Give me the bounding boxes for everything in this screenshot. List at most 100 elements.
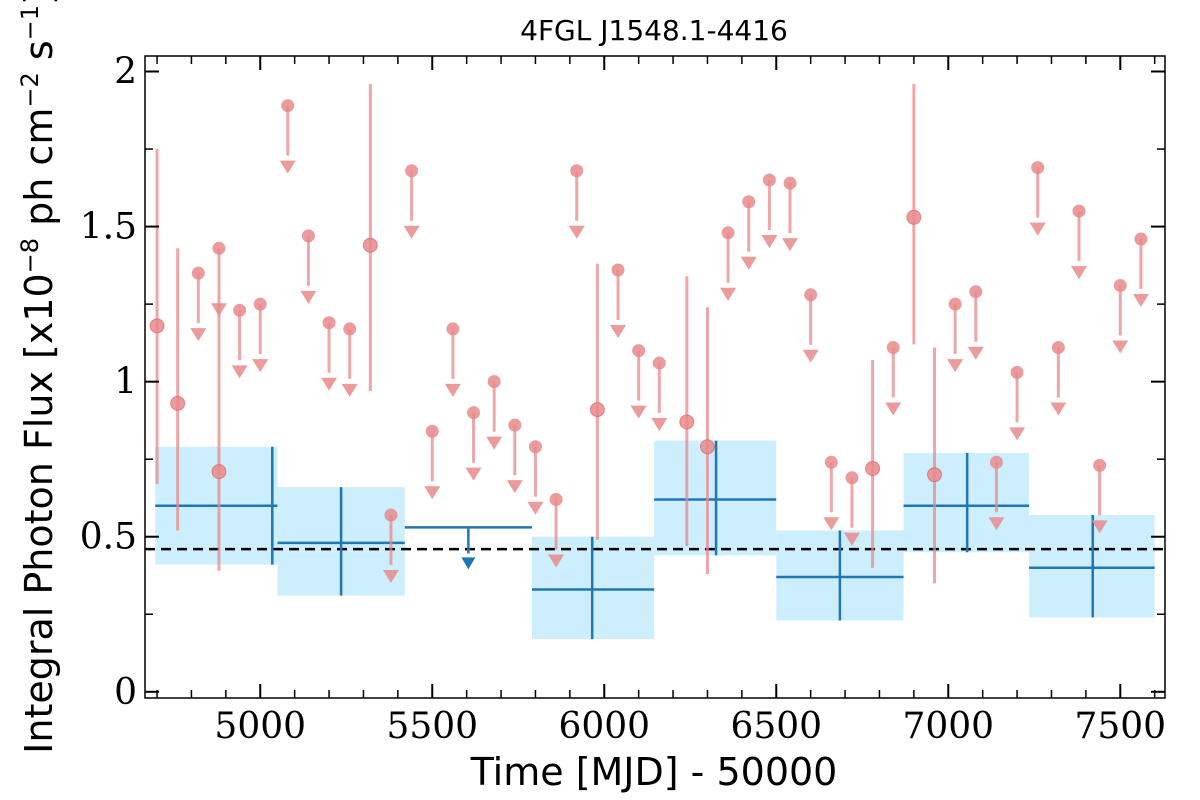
upper-limit-marker-36 [1093,458,1107,472]
upper-limit-marker-34 [1051,341,1065,355]
upper-limit-marker-7 [343,322,357,336]
upper-limit-marker-11 [446,322,460,336]
upper-limit-marker-29 [948,297,962,311]
y-tick-label: 2 [114,52,137,93]
upper-limit-arrow-22 [740,256,757,270]
plot-frame [144,55,1166,699]
upper-limit-marker-32 [1010,365,1024,379]
upper-limit-arrow-35 [1070,266,1087,280]
x-tick-label: 5000 [214,706,306,747]
upper-limit-marker-30 [969,285,983,299]
upper-limit-arrow-33 [1029,222,1046,236]
upper-limit-arrow-1 [210,303,227,317]
upper-limit-marker-3 [253,297,267,311]
upper-limit-arrow-20 [651,418,668,432]
x-axis-title: Time [MJD] - 50000 [470,750,838,794]
upper-limit-arrow-36 [1091,520,1108,534]
short-bin-point-5 [679,414,695,430]
upper-limit-marker-4 [281,99,295,113]
upper-limit-marker-28 [886,341,900,355]
upper-limit-marker-16 [549,493,563,507]
y-tick-label: 1 [114,362,137,403]
short-bin-point-9 [927,467,943,483]
upper-limit-arrow-30 [967,346,984,360]
y-axis-title-end: ] [17,0,61,5]
y-axis-title-s: s [17,40,61,72]
upper-limit-marker-35 [1072,204,1086,218]
upper-limit-arrow-24 [782,238,799,252]
short-bin-point-3 [362,237,378,253]
upper-limit-arrow-5 [300,290,317,304]
upper-limit-arrow-27 [843,532,860,546]
upper-limit-arrow-0 [190,328,207,342]
upper-limit-marker-22 [742,195,756,209]
upper-limit-marker-25 [804,288,818,302]
upper-limit-arrow-21 [720,287,737,301]
upper-limit-arrow-34 [1050,402,1067,416]
y-axis-title: Integral Photon Flux [x10−8 ph cm−2 s−1] [16,0,61,754]
upper-limit-arrow-16 [548,554,565,568]
y-axis-title-exp1: −8 [16,238,44,273]
upper-limit-arrow-11 [444,383,461,397]
chart-title: 4FGL J1548.1-4416 [520,14,788,47]
upper-limit-marker-18 [611,263,625,277]
upper-limit-marker-27 [845,471,859,485]
upper-limit-arrow-15 [527,501,544,515]
long-bin-ul-arrow-0 [461,557,476,570]
y-axis-title-mid: ph cm [17,108,61,238]
upper-limit-marker-33 [1031,161,1045,175]
upper-limit-marker-15 [528,440,542,454]
upper-limit-arrow-17 [568,225,585,239]
upper-limit-marker-8 [384,508,398,522]
upper-limit-arrow-19 [630,405,647,419]
x-tick-label: 7500 [1074,706,1166,747]
upper-limit-marker-19 [632,344,646,358]
y-axis-title-exp2: −2 [16,72,44,107]
short-bin-point-1 [170,395,186,411]
upper-limit-marker-21 [721,226,735,240]
upper-limit-arrow-8 [382,570,399,584]
upper-limit-arrow-25 [802,349,819,363]
short-bin-point-6 [699,439,715,455]
x-tick-label: 6000 [558,706,650,747]
y-axis-title-exp3: −1 [16,5,44,40]
x-tick-label: 5500 [386,706,478,747]
upper-limit-arrow-4 [279,160,296,174]
short-bin-point-2 [211,464,227,480]
upper-limit-marker-12 [467,406,481,420]
short-bin-point-0 [149,318,165,334]
upper-limit-arrow-14 [506,480,523,494]
upper-limit-marker-23 [762,173,776,187]
upper-limit-marker-5 [301,229,315,243]
upper-limit-marker-14 [508,418,522,432]
upper-limit-marker-31 [989,455,1003,469]
short-bin-point-8 [906,209,922,225]
y-tick-label: 0 [114,672,137,713]
upper-limit-arrow-10 [424,486,441,500]
upper-limit-marker-1 [212,241,226,255]
upper-limit-arrow-18 [610,325,627,338]
upper-limit-arrow-28 [885,402,902,416]
upper-limit-arrow-12 [465,467,482,481]
upper-limit-marker-24 [783,176,797,190]
upper-limit-arrow-23 [761,235,778,249]
y-axis-title-main: Integral Photon Flux [x10 [17,273,61,754]
upper-limit-arrow-26 [823,517,840,531]
upper-limit-arrow-37 [1112,340,1129,354]
upper-limit-marker-2 [233,303,247,317]
upper-limit-marker-9 [405,164,419,178]
upper-limit-marker-20 [652,356,666,370]
short-bin-point-7 [865,460,881,476]
y-tick-label: 0.5 [80,517,137,558]
plot-area: 5000 5500 6000 6500 7000 7500 0 0.5 1 1.5 2 [80,52,1166,747]
x-tick-label: 7000 [902,706,994,747]
x-tick-label: 6500 [730,706,822,747]
upper-limit-marker-38 [1134,232,1148,246]
upper-limit-arrow-3 [252,359,269,373]
upper-limit-arrow-2 [231,365,248,379]
upper-limit-marker-26 [824,455,838,469]
upper-limit-marker-0 [191,266,205,280]
upper-limit-arrow-29 [947,359,964,373]
short-bin-point-4 [589,402,605,418]
